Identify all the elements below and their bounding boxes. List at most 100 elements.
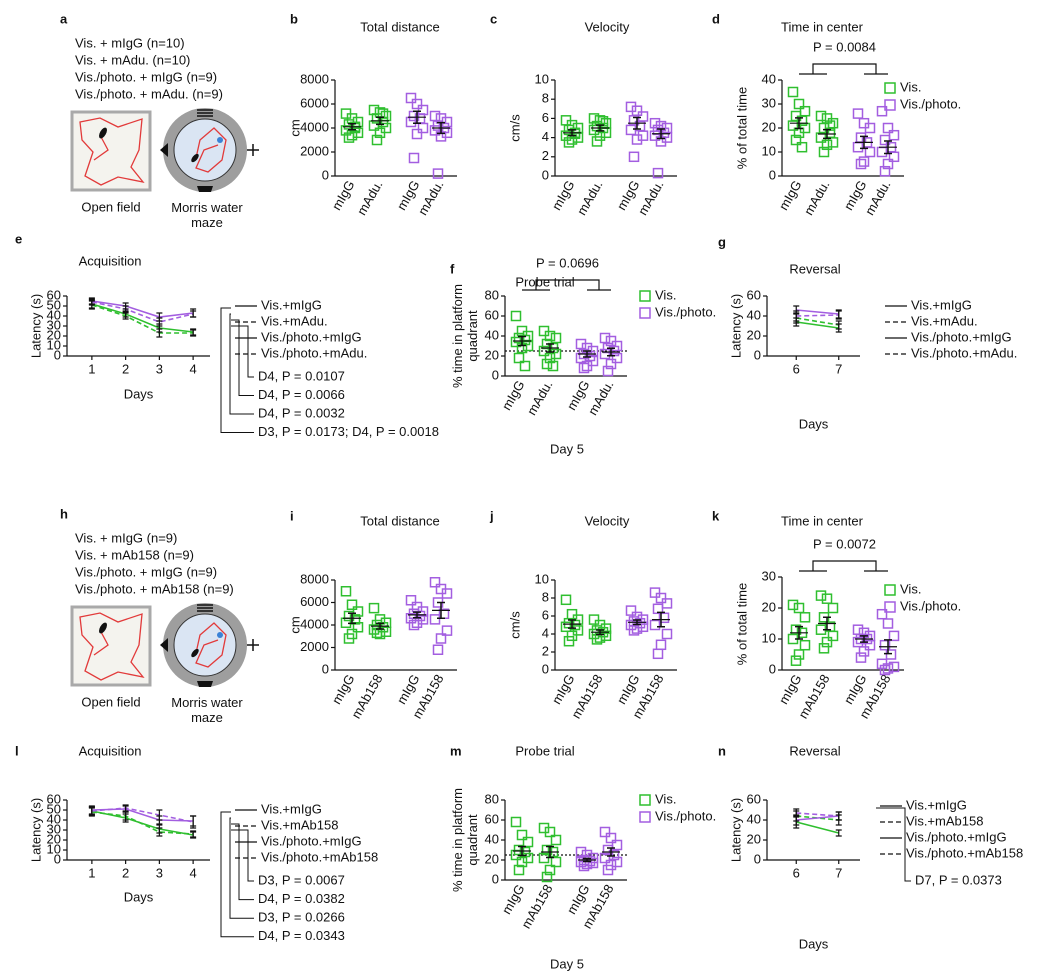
series-line (796, 314, 839, 317)
legend-label: Vis.+mAdu. (911, 313, 978, 328)
y-tick-label: 8 (542, 91, 549, 106)
comparison-label: D3, P = 0.0266 (258, 910, 345, 925)
data-point (605, 358, 617, 370)
y-tick-label: 10 (762, 143, 776, 158)
data-point (602, 365, 614, 377)
y-tick-label: 50 (47, 297, 61, 312)
data-point (377, 108, 389, 119)
error-bar (793, 310, 800, 322)
group-label: Vis. + mAdu. (n=10) (75, 52, 190, 67)
significance-bracket (799, 560, 888, 572)
error-bar (860, 635, 868, 643)
mouse (191, 153, 199, 163)
y-tick-label: 0 (492, 871, 499, 886)
significance-label: P = 0.0084 (813, 39, 876, 54)
y-axis-label: Latency (s) (28, 294, 43, 358)
data-point (821, 139, 833, 151)
chart-title: Velocity (585, 513, 630, 528)
data-point (879, 664, 891, 676)
data-point (566, 630, 578, 642)
y-tick-label: 0 (754, 347, 761, 362)
panel-letter: i (290, 508, 294, 523)
cue-right (247, 144, 259, 156)
error-bar (835, 310, 842, 320)
y-tick-label: 40 (762, 71, 776, 86)
y-tick-label: 8000 (300, 71, 329, 86)
y-tick-label: 2 (542, 643, 549, 658)
maze-track (195, 622, 227, 668)
cue-bottom (197, 681, 213, 687)
error-bar (88, 298, 95, 306)
data-point (796, 141, 808, 153)
y-tick-label: 60 (47, 791, 61, 806)
y-tick-label: 80 (485, 791, 499, 806)
panel-letter: n (718, 743, 726, 758)
cue-right (247, 639, 259, 651)
data-point (343, 610, 355, 622)
data-point (882, 618, 894, 629)
group-label: Vis./photo. + mIgG (n=9) (75, 564, 217, 579)
data-point (793, 602, 805, 614)
series-line (796, 309, 839, 315)
series-line (796, 812, 839, 817)
data-point (858, 646, 870, 657)
error-bar (596, 124, 604, 132)
comparison-label: D3, P = 0.0067 (258, 872, 345, 887)
chart-title: Probe trial (515, 274, 574, 289)
chart-title: Time in center (781, 513, 864, 528)
y-tick-label: 30 (47, 821, 61, 836)
legend-swatch (639, 811, 651, 823)
legend-swatch (884, 584, 896, 596)
data-point (516, 856, 528, 868)
data-point (625, 124, 637, 136)
data-point (815, 590, 827, 601)
x-tick-label: mIgG (499, 882, 528, 917)
data-point (510, 336, 522, 348)
error-bar (122, 804, 129, 812)
error-bar (607, 347, 615, 357)
data-point (787, 599, 799, 611)
x-tick-label: mIgG (776, 672, 805, 707)
legend-label: Vis./photo.+mIgG (911, 329, 1012, 344)
y-tick-label: 20 (47, 327, 61, 342)
error-bar (348, 612, 356, 625)
y-tick-label: 50 (47, 801, 61, 816)
comparison-bracket (229, 313, 254, 415)
error-bar (823, 128, 831, 140)
data-point (611, 352, 623, 364)
data-point (441, 588, 453, 599)
data-point (550, 834, 562, 846)
significance-bracket (522, 279, 611, 291)
legend-label: Vis.+mIgG (261, 801, 322, 816)
y-tick-label: 4 (542, 625, 549, 640)
x-axis-label: Day 5 (550, 956, 584, 971)
y-tick-label: 60 (47, 287, 61, 302)
error-bar (156, 328, 163, 338)
legend-label: Vis. (655, 791, 676, 806)
data-point (544, 330, 556, 342)
data-point (799, 639, 811, 651)
data-point (855, 652, 867, 663)
series-line (91, 303, 194, 333)
data-point (544, 826, 556, 838)
panel-letter: f (450, 261, 455, 276)
group-label: Vis./photo. + mAdu. (n=9) (75, 86, 223, 101)
cue-top (197, 109, 213, 117)
data-point (818, 146, 830, 158)
y-tick-label: 30 (762, 95, 776, 110)
data-point (588, 614, 600, 625)
x-tick-label: 2 (122, 361, 129, 376)
x-tick-label: 3 (156, 865, 163, 880)
y-tick-label: 0 (492, 367, 499, 382)
data-point (429, 577, 441, 588)
panel-letter: h (60, 506, 68, 521)
data-point (652, 167, 664, 179)
data-point (864, 639, 876, 651)
chart-title: Acquisition (79, 253, 142, 268)
data-point (625, 605, 637, 616)
y-tick-label: 60 (485, 307, 499, 322)
data-point (637, 111, 649, 122)
data-point (879, 134, 891, 146)
comparison-label: D4, P = 0.0066 (258, 387, 345, 402)
